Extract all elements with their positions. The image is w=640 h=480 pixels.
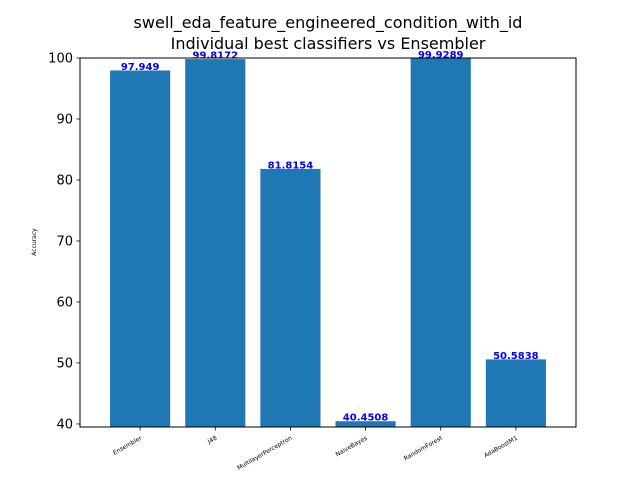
bar-value-label: 50.5838 [493,351,539,362]
bar [185,59,246,427]
x-tick-label: Ensembler [112,434,144,456]
y-tick-label: 100 [48,52,73,67]
y-tick-label: 80 [56,173,73,188]
x-tick-label: RandomForest [403,434,445,462]
bar [485,359,546,427]
x-tick-label: NaiveBayes [335,435,369,459]
y-tick-label: 60 [56,295,73,310]
y-tick-label: 50 [56,356,73,371]
x-tick-label: J48 [206,435,219,446]
bar [110,70,171,428]
y-tick-label: 90 [56,112,73,127]
plot-area: 97.949 Ensembler 99.8172 J48 81.8154 Multilay… [48,50,577,472]
chart-subtitle: Individual best classifiers vs Ensembler [171,34,486,53]
y-tick-label: 40 [56,417,73,432]
bar [410,58,471,427]
x-tick-label: MultilayerPerceptron [236,435,293,472]
plot-frame [79,57,577,428]
bar-value-label: 97.949 [121,62,160,73]
x-tick-label: AdaBoostM1 [483,435,519,460]
bar-value-label: 99.8172 [192,51,238,62]
bar [260,168,321,428]
bar-value-label: 81.8154 [268,160,314,171]
y-axis-label: Accuracy [31,228,38,256]
bar-value-label: 99.9289 [418,50,464,61]
bar-value-label: 40.4508 [343,413,389,424]
y-tick-label: 70 [56,234,73,249]
chart-title: swell_eda_feature_engineered_condition_w… [134,13,523,33]
bar [335,421,396,427]
